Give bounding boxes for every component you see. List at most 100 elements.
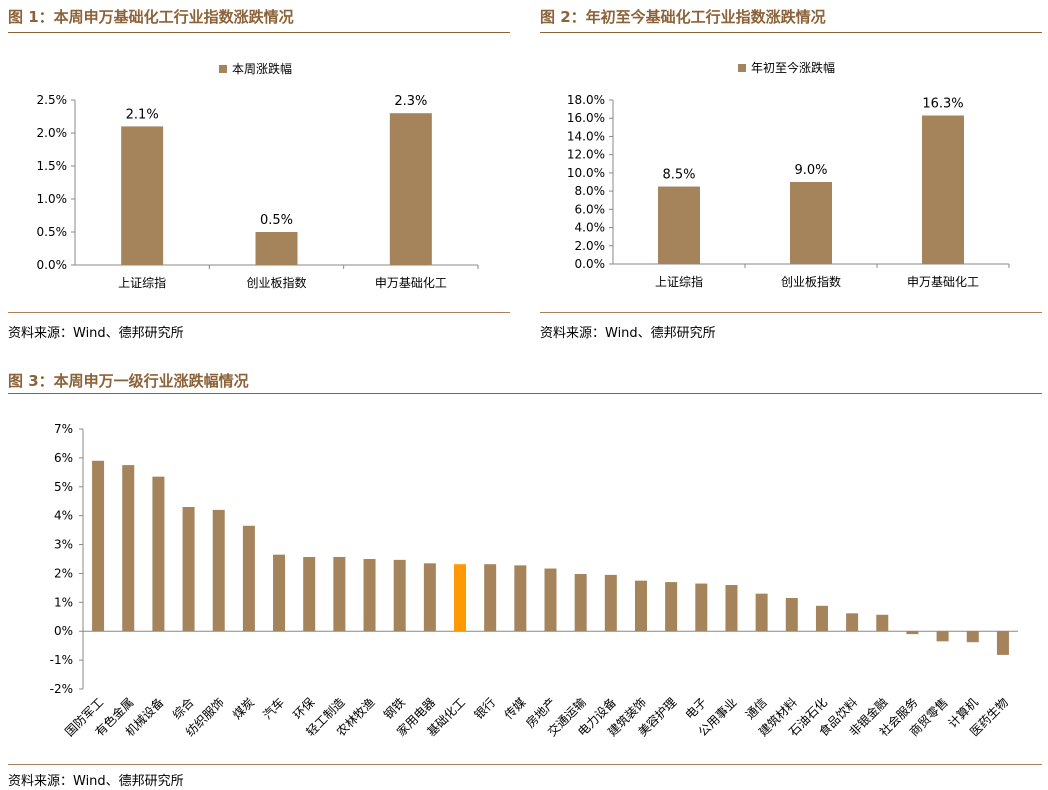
x-tick-label: 电子 — [683, 695, 710, 722]
legend-label: 本周涨跌幅 — [232, 61, 292, 76]
x-tick-label: 创业板指数 — [246, 275, 306, 290]
x-tick-label: 创业板指数 — [781, 274, 841, 289]
y-tick-label: 2.5% — [37, 93, 68, 107]
x-tick-label: 钢铁 — [381, 695, 408, 722]
y-tick-label: 18.0% — [567, 93, 605, 107]
legend-label: 年初至今涨跌幅 — [751, 60, 835, 75]
bar-美容护理 — [665, 582, 678, 632]
y-tick-label: 2% — [54, 566, 73, 580]
figure-1-source-rule — [8, 312, 510, 313]
y-tick-label: 1.0% — [37, 192, 68, 206]
x-tick-label: 煤炭 — [230, 695, 257, 722]
data-label: 8.5% — [662, 168, 695, 183]
legend-swatch — [219, 65, 227, 73]
y-tick-label: 10.0% — [567, 166, 605, 180]
x-tick-label: 上证综指 — [118, 275, 166, 290]
x-tick-label: 申万基础化工 — [375, 276, 447, 290]
x-tick-label: 传媒 — [501, 695, 529, 723]
bar-通信 — [755, 593, 768, 632]
bar-电力设备 — [604, 574, 617, 632]
y-tick-label: 2.0% — [37, 126, 68, 140]
figure-3-title-rule — [8, 393, 1042, 394]
x-tick-label: 上证综指 — [655, 274, 703, 289]
data-label: 0.5% — [260, 213, 293, 228]
legend-swatch — [738, 64, 746, 72]
y-tick-label: 7% — [54, 422, 73, 436]
y-tick-label: 0.0% — [37, 258, 68, 272]
bar-汽车 — [273, 554, 286, 632]
y-tick-label: -1% — [50, 653, 73, 667]
bar-医药生物 — [996, 631, 1009, 655]
data-label: 2.1% — [126, 107, 159, 122]
bar-非银金融 — [876, 614, 889, 632]
y-tick-label: 0.5% — [37, 225, 68, 239]
x-tick-label: 环保 — [290, 695, 317, 722]
bar-商贸零售 — [936, 631, 949, 642]
bar-电子 — [695, 583, 708, 632]
y-tick-label: 1.5% — [37, 159, 68, 173]
x-tick-label: 汽车 — [260, 695, 288, 723]
x-tick-label: 银行 — [471, 695, 498, 722]
bar-建筑装饰 — [634, 580, 647, 632]
bar-综合 — [182, 507, 195, 632]
bar-国防军工 — [92, 460, 105, 632]
bar-机械设备 — [152, 476, 165, 632]
bar-农林牧渔 — [363, 559, 376, 632]
y-tick-label: 2.0% — [575, 239, 606, 253]
data-label: 2.3% — [394, 94, 427, 109]
bar-申万基础化工 — [922, 115, 964, 264]
bar-家用电器 — [423, 563, 436, 632]
figure-2-source: 资料来源：Wind、德邦研究所 — [540, 326, 716, 341]
y-tick-label: 1% — [54, 595, 73, 609]
figure-2-title: 图 2：年初至今基础化工行业指数涨跌情况 — [540, 8, 826, 26]
bar-钢铁 — [393, 559, 406, 632]
y-tick-label: 14.0% — [567, 129, 605, 143]
bar-上证综指 — [658, 186, 700, 264]
y-tick-label: 12.0% — [567, 148, 605, 162]
y-tick-label: 4% — [54, 509, 73, 523]
x-tick-label: 综合 — [169, 695, 197, 723]
y-tick-label: 4.0% — [575, 221, 606, 235]
bar-创业板指数 — [790, 182, 832, 264]
bar-申万基础化工 — [389, 113, 432, 265]
figure-3-source: 资料来源：Wind、德邦研究所 — [8, 774, 184, 789]
figure-2-title-rule — [540, 32, 1042, 33]
bar-社会服务 — [906, 631, 919, 635]
y-tick-label: 16.0% — [567, 111, 605, 125]
bar-有色金属 — [122, 465, 135, 632]
figure-2-chart: 年初至今涨跌幅 0.0% 2.0% 4.0% 6.0% 8.0% 10.0% 12.0% 14.… — [567, 60, 1010, 289]
y-tick-label: 0% — [54, 624, 73, 638]
bar-石油石化 — [815, 605, 828, 632]
bar-公用事业 — [725, 585, 738, 632]
bar-房地产 — [544, 568, 557, 632]
figure-1-title-rule — [8, 32, 510, 33]
bar-纺织服饰 — [212, 509, 225, 632]
y-tick-label: 6.0% — [575, 202, 606, 216]
bar-银行 — [484, 564, 497, 632]
figure-3-source-rule — [8, 764, 1042, 765]
bar-传媒 — [514, 565, 527, 632]
y-tick-label: 0.0% — [575, 257, 606, 271]
bar-环保 — [303, 556, 316, 632]
bar-食品饮料 — [846, 613, 859, 632]
bar-交通运输 — [574, 574, 587, 632]
data-label: 16.3% — [922, 96, 963, 111]
figure-3-title: 图 3：本周申万一级行业涨跌幅情况 — [8, 372, 249, 390]
y-tick-label: 6% — [54, 451, 73, 465]
x-tick-label: 申万基础化工 — [907, 275, 979, 289]
y-tick-label: -2% — [50, 682, 73, 696]
bar-煤炭 — [242, 525, 255, 632]
figure-1-title: 图 1：本周申万基础化工行业指数涨跌情况 — [8, 8, 294, 26]
y-tick-label: 3% — [54, 538, 73, 552]
bar-创业板指数 — [255, 232, 298, 265]
bar-上证综指 — [121, 126, 164, 266]
figure-2-source-rule — [540, 312, 1042, 313]
bar-建筑材料 — [785, 598, 798, 632]
y-tick-label: 5% — [54, 480, 73, 494]
data-label: 9.0% — [794, 163, 827, 178]
bar-轻工制造 — [333, 556, 346, 632]
bar-计算机 — [966, 631, 979, 643]
figure-1-source: 资料来源：Wind、德邦研究所 — [8, 326, 184, 341]
bar-基础化工 — [454, 564, 467, 632]
